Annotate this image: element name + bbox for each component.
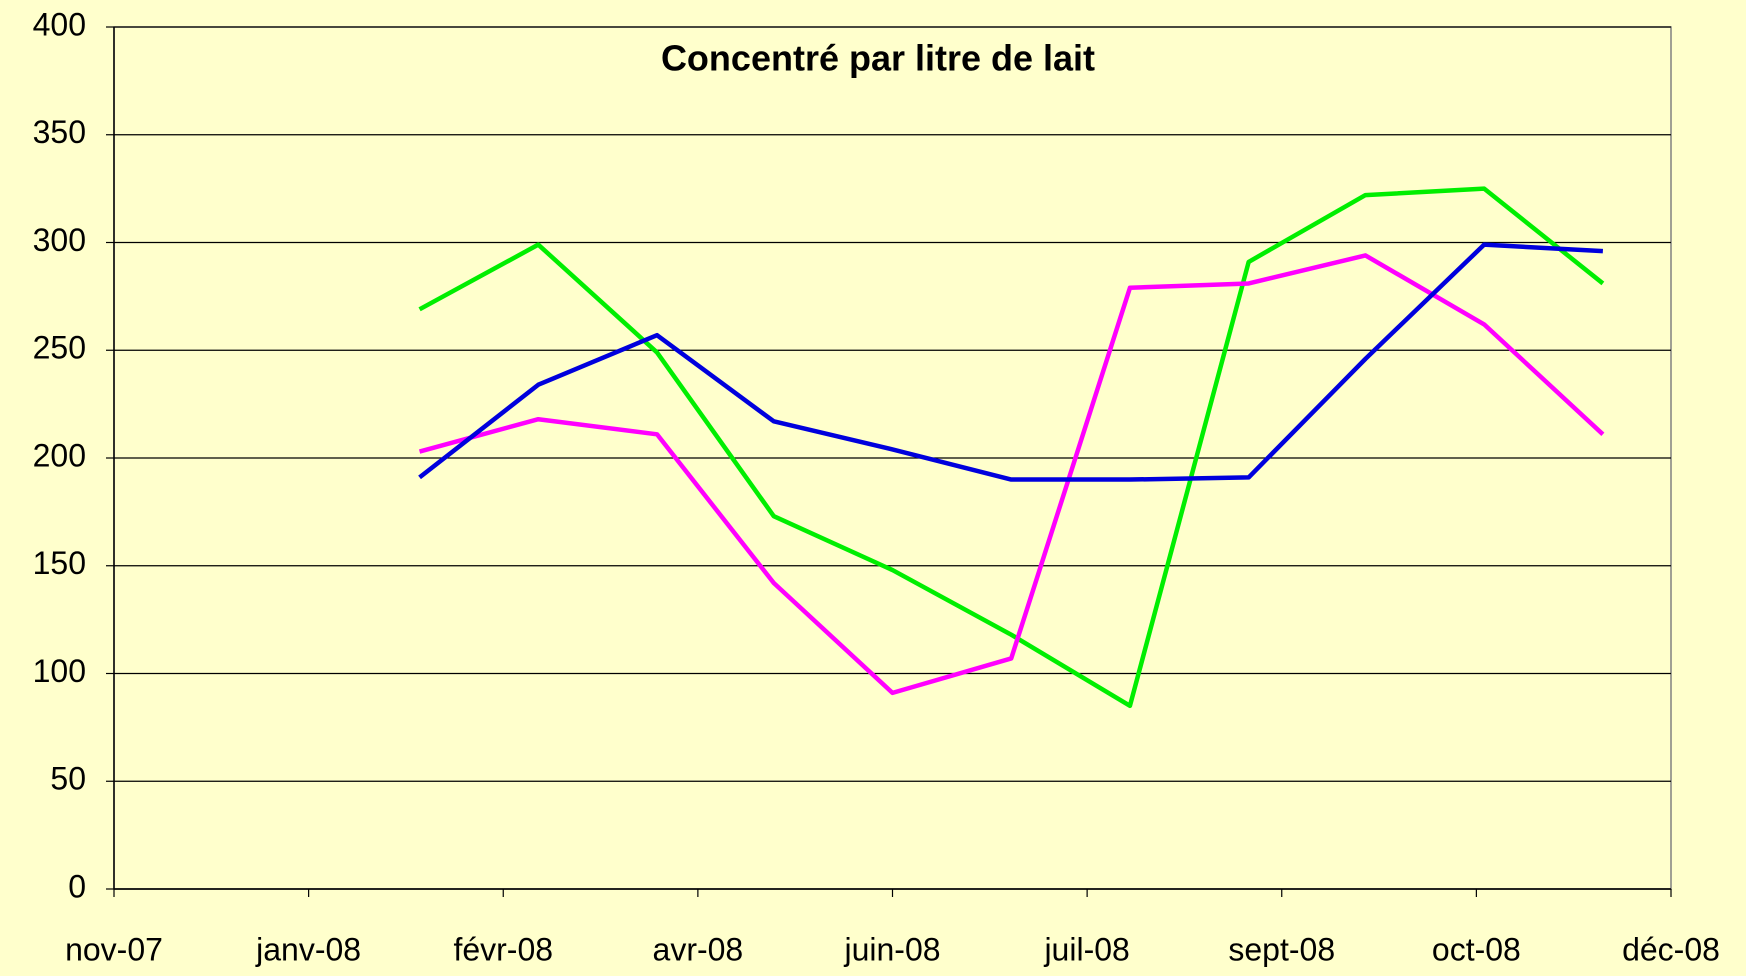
series-line	[418, 186, 1605, 709]
x-tick-label: oct-08	[1432, 931, 1521, 967]
x-tick-label: juil-08	[1043, 931, 1129, 967]
series-line	[418, 242, 1604, 482]
y-tick-label: 250	[33, 330, 86, 366]
x-tick-label: déc-08	[1622, 931, 1720, 967]
y-tick-label: 100	[33, 653, 86, 689]
x-tick-label: janv-08	[255, 931, 361, 967]
y-tick-label: 0	[68, 868, 86, 904]
x-tick-label: févr-08	[453, 931, 553, 967]
y-tick-label: 300	[33, 222, 86, 258]
y-tick-label: 150	[33, 545, 86, 581]
series-line	[418, 253, 1605, 696]
y-tick-label: 200	[33, 437, 86, 473]
chart-title: Concentré par litre de lait	[661, 38, 1095, 79]
y-tick-label: 50	[50, 761, 86, 797]
y-tick-label: 400	[33, 6, 86, 42]
x-tick-label: nov-07	[65, 931, 163, 967]
x-tick-label: juin-08	[843, 931, 940, 967]
x-tick-label: sept-08	[1228, 931, 1335, 967]
y-tick-label: 350	[33, 114, 86, 150]
x-tick-label: avr-08	[653, 931, 744, 967]
